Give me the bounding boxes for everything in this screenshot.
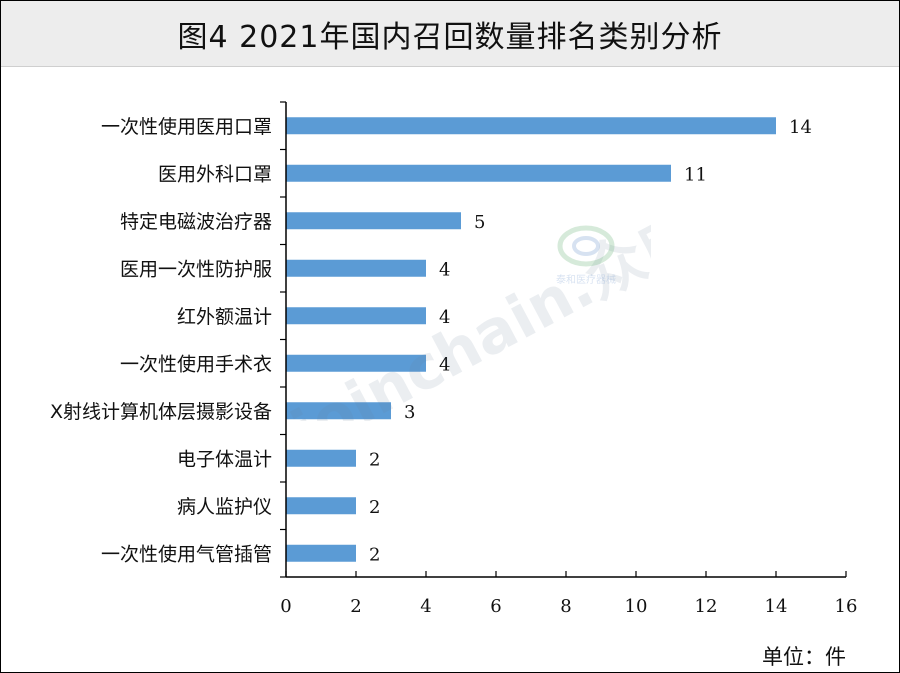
bar-2	[286, 164, 671, 182]
category-label: 一次性使用医用口罩	[101, 116, 272, 138]
axes-group	[280, 101, 847, 578]
data-label: 5	[474, 212, 485, 233]
x-tick-label: 0	[280, 596, 291, 617]
data-label: 2	[369, 497, 380, 518]
x-tick-label: 8	[560, 596, 571, 617]
bar-7	[286, 402, 391, 420]
data-label: 2	[369, 449, 380, 470]
labels-group: 一次性使用医用口罩 14 医用外科口罩 11 特定电磁波治疗器 5 医用一次性防护服 4 红外额…	[50, 116, 857, 617]
category-label: 电子体温计	[177, 448, 272, 470]
data-label: 4	[439, 354, 450, 375]
bar-1	[286, 117, 776, 135]
bar-8	[286, 449, 356, 467]
category-label: 医用外科口罩	[158, 163, 272, 185]
title-bar: 图4 2021年国内召回数量排名类别分析	[1, 1, 899, 67]
x-tick-label: 12	[695, 596, 718, 617]
data-label: 3	[404, 402, 415, 423]
x-tick-label: 2	[350, 596, 361, 617]
bar-6	[286, 354, 426, 372]
bar-4	[286, 259, 426, 277]
bar-3	[286, 212, 461, 230]
data-label: 14	[789, 117, 812, 138]
x-tick-label: 10	[625, 596, 648, 617]
x-tick-label: 16	[835, 596, 858, 617]
category-label: 红外额温计	[177, 306, 272, 328]
data-label: 11	[684, 164, 707, 185]
bar-5	[286, 307, 426, 325]
x-tick-label: 14	[765, 596, 788, 617]
bar-10	[286, 544, 356, 562]
bars-group	[286, 117, 776, 562]
category-label: X射线计算机体层摄影设备	[50, 401, 272, 423]
category-label: 特定电磁波治疗器	[120, 211, 272, 233]
category-label: 病人监护仪	[177, 496, 272, 518]
bar-9	[286, 497, 356, 515]
category-label: 一次性使用手术衣	[120, 353, 272, 375]
data-label: 2	[369, 544, 380, 565]
x-tick-label: 6	[490, 596, 501, 617]
category-label: 一次性使用气管插管	[101, 543, 272, 565]
category-label: 医用一次性防护服	[120, 258, 272, 280]
chart-title: 图4 2021年国内召回数量排名类别分析	[177, 19, 723, 55]
data-label: 4	[439, 259, 450, 280]
unit-label: 单位：件	[762, 645, 846, 669]
data-label: 4	[439, 307, 450, 328]
x-tick-label: 4	[420, 596, 431, 617]
